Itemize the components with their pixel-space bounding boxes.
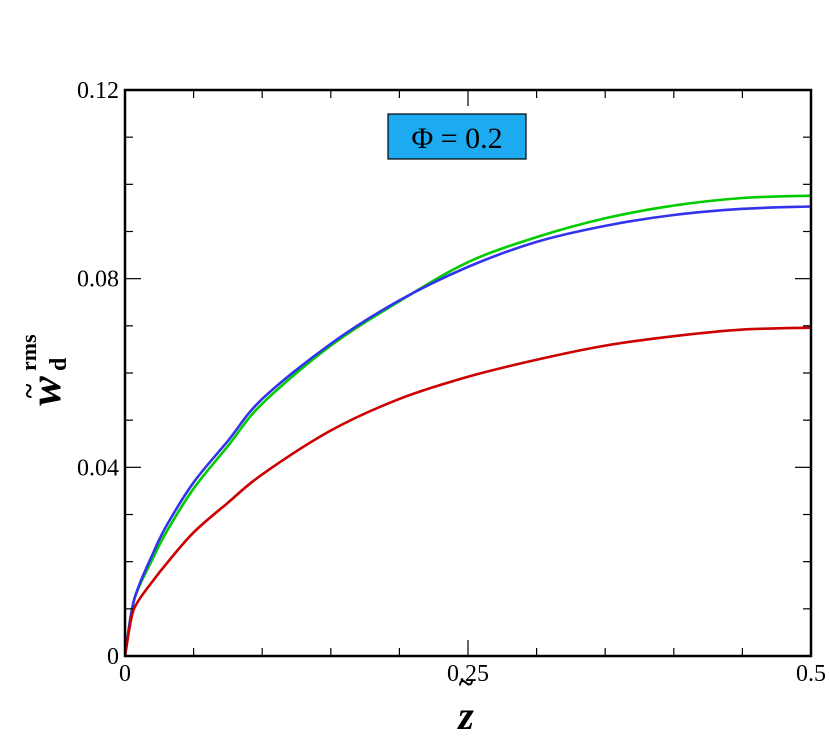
x-tick-label: 0.5 bbox=[796, 661, 826, 687]
series-layer bbox=[125, 194, 811, 656]
plot-frame bbox=[123, 88, 813, 658]
x-axis-title-base: z bbox=[456, 693, 474, 738]
y-tick-label: 0 bbox=[107, 644, 119, 670]
y-axis-title-base: w bbox=[21, 376, 70, 406]
phi-annotation-box bbox=[387, 113, 527, 160]
phi-annotation-text: Φ = 0.2 bbox=[411, 122, 502, 155]
series-line-2 bbox=[125, 205, 811, 656]
y-axis-title-superscript: rms bbox=[16, 334, 41, 371]
y-tick-label: 0.08 bbox=[77, 267, 119, 293]
series-line-1 bbox=[125, 194, 811, 656]
x-tick-label: 0 bbox=[119, 661, 131, 687]
x-tick-label: 0.25 bbox=[447, 661, 489, 687]
y-tick-label: 0.12 bbox=[77, 78, 119, 104]
ticks-layer bbox=[124, 89, 812, 657]
y-axis-title-subscript: d bbox=[46, 357, 72, 371]
tick-labels-layer: 0 0.25 0.5 0 0.04 0.08 0.12 bbox=[77, 78, 826, 687]
x-axis-title-accent: ~ bbox=[459, 668, 474, 699]
y-axis-title: ~ w rms d bbox=[14, 334, 72, 406]
series-line-3 bbox=[125, 326, 811, 656]
y-tick-label: 0.04 bbox=[77, 455, 119, 481]
x-axis-title: ~ z bbox=[456, 668, 474, 738]
y-axis-title-accent: ~ bbox=[14, 383, 45, 398]
